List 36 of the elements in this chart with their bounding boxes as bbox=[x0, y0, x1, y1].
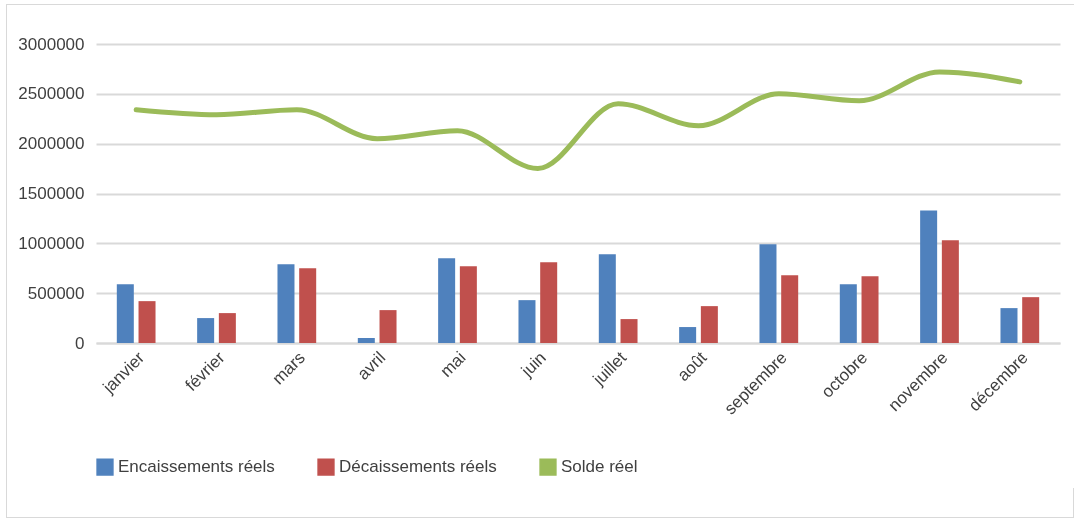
bar bbox=[197, 318, 215, 343]
bar bbox=[598, 254, 616, 343]
bar bbox=[357, 338, 375, 343]
y-tick-label: 500000 bbox=[27, 283, 85, 303]
bar bbox=[518, 300, 536, 343]
legend-label: Solde réel bbox=[561, 457, 638, 477]
bar bbox=[438, 258, 456, 343]
bar bbox=[116, 284, 134, 343]
bar bbox=[861, 276, 879, 343]
y-tick-label: 0 bbox=[75, 333, 85, 353]
bar bbox=[299, 268, 317, 343]
bar bbox=[1000, 308, 1018, 343]
legend-label: Décaissements réels bbox=[339, 457, 497, 477]
bar bbox=[700, 306, 718, 343]
bar bbox=[459, 266, 477, 343]
x-tick-label: juin bbox=[517, 348, 550, 381]
y-tick-label: 3000000 bbox=[18, 34, 85, 54]
bar bbox=[920, 210, 938, 343]
bar bbox=[218, 313, 236, 343]
bar bbox=[781, 275, 799, 343]
y-tick-label: 1000000 bbox=[18, 233, 85, 253]
bar bbox=[941, 240, 959, 343]
bar bbox=[379, 310, 397, 343]
bar bbox=[540, 262, 558, 343]
bar bbox=[839, 284, 857, 343]
bar bbox=[620, 319, 638, 343]
bar bbox=[679, 327, 697, 343]
bar bbox=[1022, 297, 1040, 343]
bar bbox=[759, 244, 777, 343]
y-tick-label: 1500000 bbox=[18, 184, 85, 203]
x-tick-label: mai bbox=[436, 348, 470, 381]
y-tick-label: 2000000 bbox=[18, 134, 85, 154]
bar bbox=[138, 301, 156, 343]
y-tick-label: 2500000 bbox=[18, 84, 85, 104]
bar bbox=[277, 264, 295, 343]
legend-label: Encaissements réels bbox=[118, 457, 275, 477]
